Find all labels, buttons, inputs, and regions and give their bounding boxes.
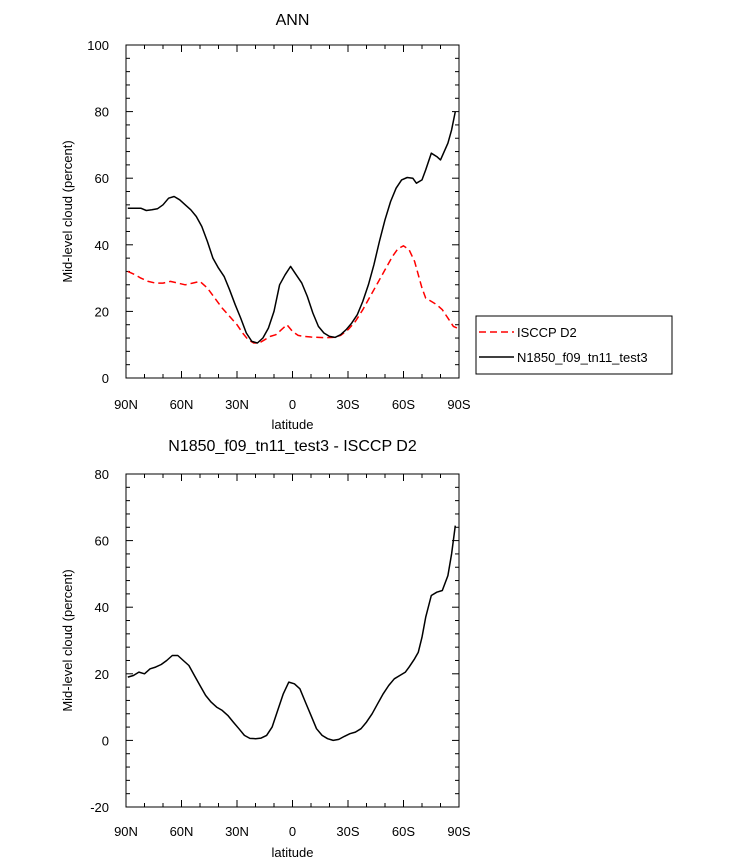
x-tick-label: 30S xyxy=(336,824,359,839)
plot-frame xyxy=(125,44,460,379)
x-tick-label: 60N xyxy=(170,397,194,412)
y-axis-label: Mid-level cloud (percent) xyxy=(60,140,75,282)
x-axis-label: latitude xyxy=(272,845,314,860)
chart-panel-1: ANN 90N 60N 30N 0 30S 60S 90S 0 20 40 60 80 100 latitu… xyxy=(60,12,673,432)
legend-box xyxy=(475,315,673,375)
y-tick-label: 80 xyxy=(95,105,109,120)
x-tick-label: 0 xyxy=(289,824,296,839)
x-tick-label: 60S xyxy=(392,824,415,839)
legend-label-1: ISCCP D2 xyxy=(517,325,577,340)
y-tick-label: 60 xyxy=(95,534,109,549)
chart-panel-2: N1850_f09_tn11_test3 - ISCCP D2 90N 60N 30N… xyxy=(60,438,471,860)
y-axis-label: Mid-level cloud (percent) xyxy=(60,569,75,711)
x-tick-label: 90N xyxy=(114,824,138,839)
y-tick-label: 100 xyxy=(87,38,109,53)
x-tick-label: 30N xyxy=(225,824,249,839)
legend-label-2: N1850_f09_tn11_test3 xyxy=(517,350,648,365)
y-tick-label: 20 xyxy=(95,667,109,682)
x-tick-label: 30S xyxy=(336,397,359,412)
y-tick-label: 80 xyxy=(95,467,109,482)
series-line-1 xyxy=(127,245,458,344)
series-line-2 xyxy=(127,111,457,344)
y-tick-label: 40 xyxy=(95,238,109,253)
x-tick-label: 90S xyxy=(447,397,470,412)
y-tick-label: -20 xyxy=(90,800,109,815)
x-tick-label: 90S xyxy=(447,824,470,839)
chart-title: ANN xyxy=(276,12,310,29)
series-line-1 xyxy=(127,525,457,742)
x-tick-label: 30N xyxy=(225,397,249,412)
legend: ISCCP D2 N1850_f09_tn11_test3 xyxy=(475,315,673,375)
x-tick-label: 60S xyxy=(392,397,415,412)
y-tick-label: 20 xyxy=(95,304,109,319)
chart-title: N1850_f09_tn11_test3 - ISCCP D2 xyxy=(168,438,417,455)
y-tick-label: 0 xyxy=(102,733,109,748)
x-tick-label: 60N xyxy=(170,824,194,839)
plot-frame xyxy=(125,473,460,808)
y-tick-label: 0 xyxy=(102,371,109,386)
x-tick-label: 0 xyxy=(289,397,296,412)
y-tick-label: 40 xyxy=(95,600,109,615)
x-axis-label: latitude xyxy=(272,417,314,432)
x-tick-label: 90N xyxy=(114,397,138,412)
y-tick-label: 60 xyxy=(95,171,109,186)
